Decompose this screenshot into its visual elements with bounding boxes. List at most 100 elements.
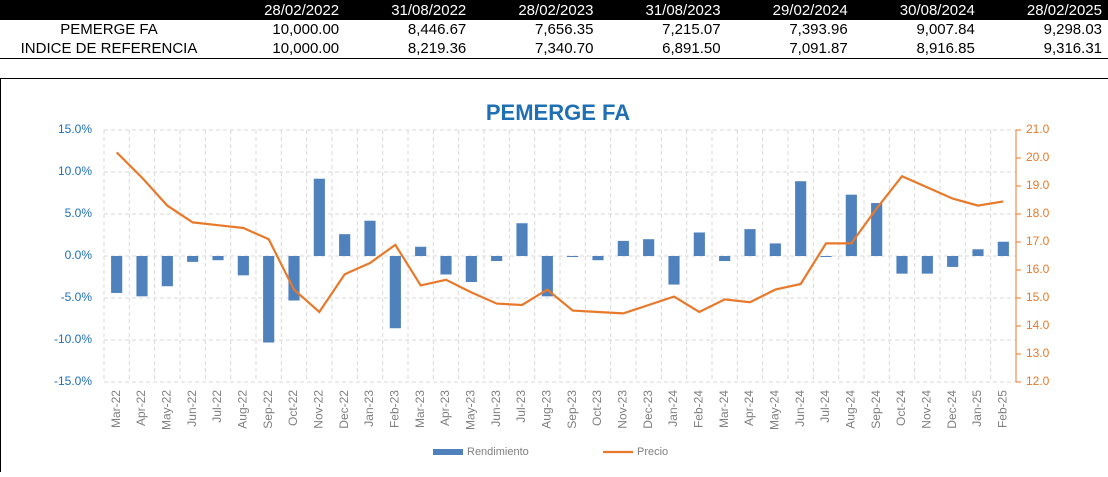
bar [820, 256, 832, 257]
bar [263, 256, 275, 343]
x-tick-label: Jul-24 [818, 390, 832, 423]
bar [744, 229, 756, 256]
line [115, 151, 1004, 315]
bar [769, 243, 781, 256]
y-tick-label: -15.0% [54, 374, 92, 388]
chart-title: PEMERGE FA [486, 100, 630, 125]
x-tick-label: May-23 [464, 390, 478, 430]
y2-tick-label: 16.0 [1026, 262, 1050, 276]
x-tick-label: Jun-23 [489, 390, 503, 427]
bar [972, 249, 984, 256]
bar [541, 256, 553, 297]
x-tick-label: Jul-22 [210, 390, 224, 423]
y2-tick-label: 21.0 [1026, 122, 1050, 136]
cell: 10,000.00 [218, 39, 346, 59]
y-tick-label: 0.0% [65, 248, 93, 262]
y2-tick-label: 15.0 [1026, 290, 1050, 304]
x-tick-label: Sep-23 [565, 390, 579, 429]
table-row: PEMERGE FA 10,000.00 8,446.67 7,656.35 7,215… [0, 20, 1108, 39]
bar [465, 256, 477, 283]
y2-tick-label: 12.0 [1026, 374, 1050, 388]
chart-box: PEMERGE FA -15.0% -10.0% -5.0% 0.0% 5.0% 10.0… [0, 78, 1108, 472]
cell: 9,298.03 [1043, 21, 1102, 38]
y-tick-label: 5.0% [65, 206, 93, 220]
x-tick-label: Feb-25 [996, 390, 1010, 428]
summary-table: 28/02/2022 31/08/2022 28/02/2023 31/08/2023… [0, 0, 1108, 59]
chart: PEMERGE FA -15.0% -10.0% -5.0% 0.0% 5.0% 10.0… [54, 100, 1050, 458]
x-tick-label: Apr-22 [134, 390, 148, 426]
x-tick-label: Jan-24 [666, 390, 680, 427]
bar [415, 246, 427, 256]
x-tick-label: Oct-22 [286, 390, 300, 426]
bar [237, 256, 249, 276]
bar [161, 256, 173, 287]
x-tick-label: Aug-22 [236, 390, 250, 429]
x-tick-label: Aug-24 [844, 390, 858, 429]
cell: 6,891.50 [599, 39, 727, 59]
bar [795, 181, 807, 256]
x-tick-label: Oct-24 [894, 390, 908, 426]
x-tick-label: Sep-24 [869, 390, 883, 429]
bar [592, 256, 604, 261]
table-row: INDICE DE REFERENCIA 10,000.00 8,219.36 7,3… [0, 39, 1108, 59]
x-tick-label: Mar-24 [717, 390, 731, 428]
x-tick-label: Nov-22 [312, 390, 326, 429]
bar [364, 220, 376, 256]
bar [845, 194, 857, 256]
y-tick-label: -5.0% [61, 290, 93, 304]
bar [212, 256, 224, 261]
bar [921, 256, 933, 274]
header-cell: 28/02/2023 [472, 0, 600, 20]
x-tick-label: Sep-22 [261, 390, 275, 429]
x-tick-label: Mar-23 [413, 390, 427, 428]
bar [516, 223, 528, 256]
bar [567, 256, 579, 257]
x-tick-label: May-22 [160, 390, 174, 430]
cell: 10,000.00 [272, 21, 340, 38]
row-label: PEMERGE FA [60, 21, 158, 38]
bar [440, 256, 452, 275]
y2-tick-label: 17.0 [1026, 234, 1050, 248]
x-tick-label: Apr-23 [438, 390, 452, 426]
header-cell: 29/02/2024 [726, 0, 854, 20]
bar [389, 256, 401, 329]
x-tick-label: Jun-22 [185, 390, 199, 427]
header-blank [0, 0, 218, 20]
y2-tick-label: 13.0 [1026, 346, 1050, 360]
bar [719, 256, 731, 262]
x-tick-label: Mar-22 [109, 390, 123, 428]
x-tick-label: Feb-23 [388, 390, 402, 428]
bar [643, 239, 655, 256]
cell: 8,916.85 [853, 39, 981, 59]
x-tick-label: Jan-23 [362, 390, 376, 427]
legend-swatch [433, 449, 463, 455]
cell: 7,340.70 [472, 39, 600, 59]
bar [491, 256, 503, 262]
x-tick-label: Dec-22 [337, 390, 351, 429]
cell: 7,091.87 [726, 39, 854, 59]
y-tick-label: 15.0% [58, 122, 92, 136]
x-tick-label: Apr-24 [742, 390, 756, 426]
y2-tick-label: 14.0 [1026, 318, 1050, 332]
header-cell: 30/08/2024 [853, 0, 981, 20]
header-cell: 31/08/2023 [599, 0, 727, 20]
bar [136, 256, 148, 297]
cell: 7,393.96 [789, 21, 848, 38]
bar [871, 203, 883, 256]
bar [997, 241, 1009, 256]
bar [947, 256, 959, 267]
x-tick-label: Dec-24 [945, 390, 959, 429]
table-body: PEMERGE FA 10,000.00 8,446.67 7,656.35 7,215… [0, 20, 1108, 59]
cell: 7,656.35 [535, 21, 594, 38]
bar [896, 256, 908, 274]
y2-tick-label: 18.0 [1026, 206, 1050, 220]
x-tick-label: Feb-24 [692, 390, 706, 428]
row-label: INDICE DE REFERENCIA [0, 39, 218, 59]
x-tick-label: Oct-23 [590, 390, 604, 426]
legend-label: Rendimiento [467, 446, 529, 458]
bar [111, 256, 123, 293]
y2-tick-label: 20.0 [1026, 150, 1050, 164]
bar [313, 178, 325, 256]
bar [187, 256, 199, 262]
